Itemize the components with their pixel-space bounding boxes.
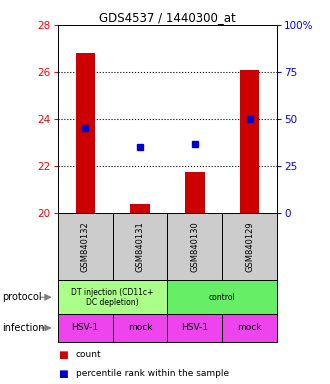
Text: control: control — [209, 293, 236, 302]
Text: GSM840131: GSM840131 — [136, 221, 145, 272]
Bar — [185, 172, 205, 213]
Text: protocol: protocol — [2, 292, 41, 302]
Text: count: count — [76, 350, 102, 359]
Bar — [130, 204, 149, 213]
Text: GSM840130: GSM840130 — [190, 221, 199, 272]
Text: infection: infection — [2, 323, 44, 333]
Text: mock: mock — [128, 323, 152, 333]
Text: GSM840129: GSM840129 — [245, 222, 254, 272]
Text: ■: ■ — [58, 350, 68, 360]
Text: HSV-1: HSV-1 — [72, 323, 99, 333]
Text: DT injection (CD11c+
DC depletion): DT injection (CD11c+ DC depletion) — [71, 288, 154, 307]
Bar — [240, 70, 259, 213]
Text: GSM840132: GSM840132 — [81, 221, 90, 272]
Title: GDS4537 / 1440300_at: GDS4537 / 1440300_at — [99, 11, 236, 24]
Text: ■: ■ — [58, 369, 68, 379]
Bar — [76, 53, 95, 213]
Text: percentile rank within the sample: percentile rank within the sample — [76, 369, 229, 378]
Text: HSV-1: HSV-1 — [182, 323, 209, 333]
Text: mock: mock — [238, 323, 262, 333]
